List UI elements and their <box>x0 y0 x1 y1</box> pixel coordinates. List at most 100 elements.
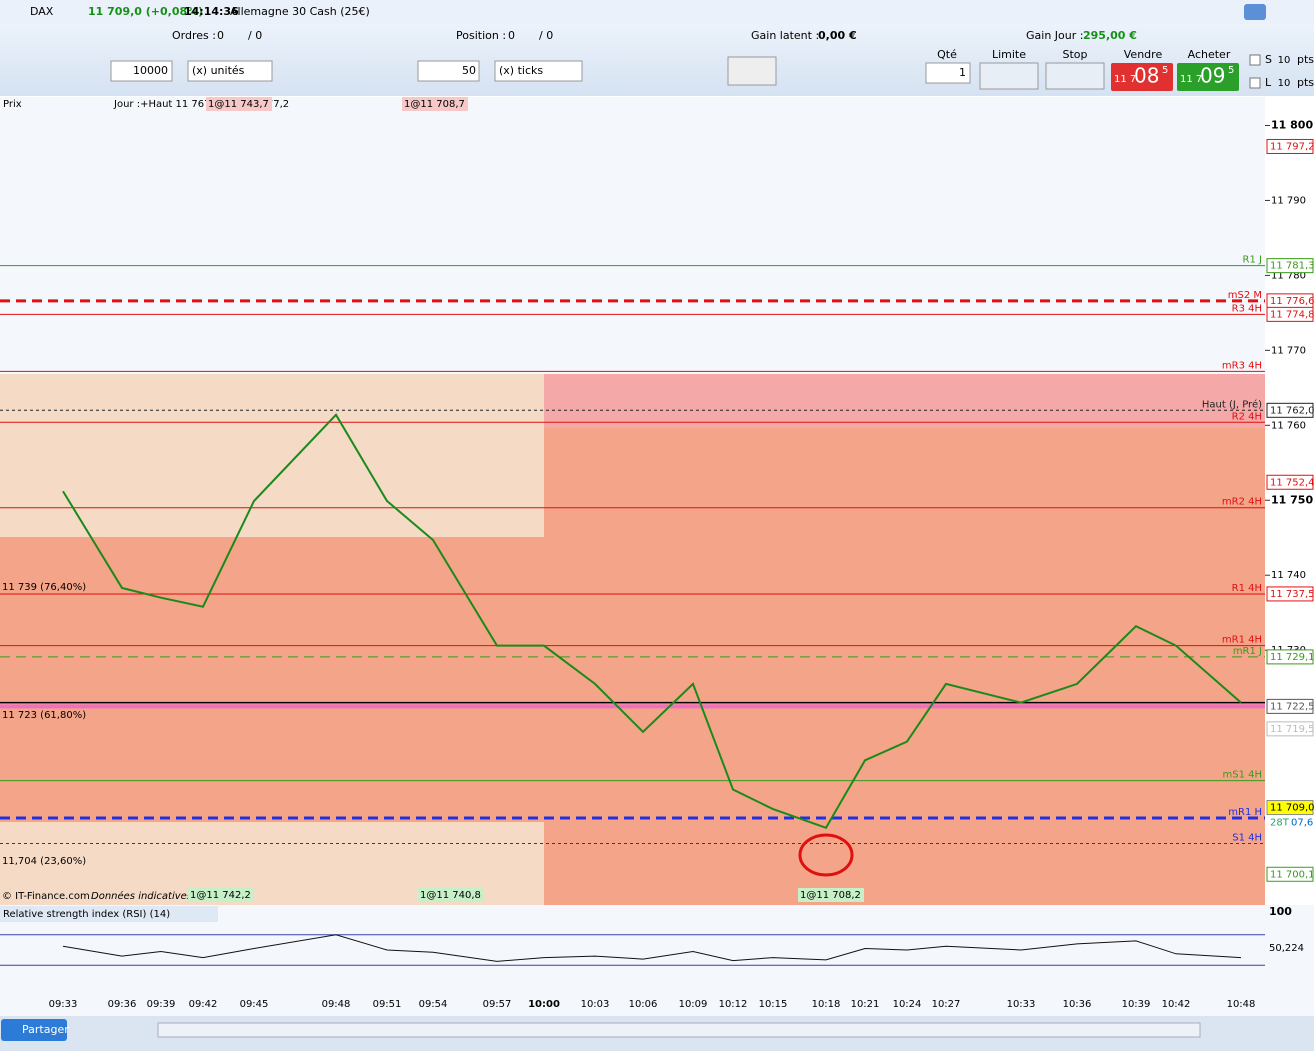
zone <box>544 428 1265 905</box>
label: Stop <box>1062 48 1087 61</box>
axis-box-label: 11 752,4 <box>1270 477 1314 488</box>
y-tick-label: 11 750 <box>1271 493 1313 506</box>
level-label: mR1 4H <box>1222 635 1262 646</box>
trade-tag: 1@11 742,2 <box>190 890 251 901</box>
dropdown-value: (x) ticks <box>499 64 543 77</box>
checkbox[interactable] <box>1249 77 1261 89</box>
orders-value: / 0 <box>248 29 262 42</box>
y-tick-label: 11 800 <box>1271 118 1313 131</box>
axis-box-label: 11 774,8 <box>1270 309 1314 320</box>
axis-box-label: 11 797,2 <box>1270 141 1314 152</box>
checkbox[interactable] <box>1249 54 1261 66</box>
x-tick-label: 09:51 <box>373 999 402 1010</box>
label: L <box>1265 76 1272 89</box>
trade-tag: 1@11 740,8 <box>420 890 481 901</box>
stop-buttons[interactable] <box>1045 62 1105 90</box>
x-tick-label: 09:48 <box>322 999 351 1010</box>
x-tick-label: 10:39 <box>1122 999 1151 1010</box>
label: Qté <box>937 48 957 61</box>
level-label: mS2 M <box>1228 290 1262 301</box>
x-tick-label: 10:27 <box>932 999 961 1010</box>
x-tick-label: 10:48 <box>1227 999 1256 1010</box>
axis-box <box>1266 402 1314 418</box>
clock: 14:14:36 <box>184 5 239 18</box>
position-value: 0 <box>508 29 515 42</box>
label: Vendre <box>1124 48 1163 61</box>
level-label: R3 4H <box>1232 303 1262 314</box>
x-tick-label: 09:39 <box>147 999 176 1010</box>
price-axis-bg <box>1265 97 1314 905</box>
instrument[interactable]: DAX <box>30 5 54 18</box>
y-tick-label: 11 760 <box>1271 420 1306 431</box>
trade-tag-bg <box>206 97 272 111</box>
input[interactable] <box>417 60 480 82</box>
buy-button[interactable] <box>1177 63 1239 91</box>
dropdown[interactable] <box>187 60 273 82</box>
gain-label: Gain Jour : <box>1026 29 1083 42</box>
axis-box <box>1266 649 1314 665</box>
dropdown[interactable] <box>494 60 583 82</box>
x-tick-label: 10:09 <box>679 999 708 1010</box>
scrollbar[interactable] <box>157 1022 1201 1038</box>
x-tick-label: 09:45 <box>240 999 269 1010</box>
orders-label: Ordres : <box>172 29 216 42</box>
x-tick-label: 09:54 <box>419 999 448 1010</box>
rsi-header <box>0 906 218 922</box>
axis-box <box>1266 698 1314 714</box>
input-value: 10 <box>1278 78 1291 89</box>
rsi-axis-label: 100 <box>1269 905 1292 918</box>
trade-tag-bg <box>402 97 468 111</box>
axis-box-label: 11 737,5 <box>1270 589 1314 600</box>
gain-value: 0,00 € <box>818 29 857 42</box>
price-main: 09 <box>1200 64 1225 88</box>
fib-label: 11 739 (76,40%) <box>2 582 86 593</box>
x-tick-label: 10:24 <box>893 999 922 1010</box>
window-button[interactable] <box>1244 4 1266 20</box>
x-tick-label: 10:36 <box>1063 999 1092 1010</box>
sub-price: 07,6 <box>1291 818 1313 829</box>
position-value: / 0 <box>539 29 553 42</box>
share-button[interactable] <box>1 1019 67 1041</box>
level-label: mR3 4H <box>1222 360 1262 371</box>
credits: Données indicatives <box>91 890 192 902</box>
x-tick-label: 10:21 <box>851 999 880 1010</box>
current-price-box <box>1266 800 1314 816</box>
level-label: mS1 4H <box>1222 770 1262 781</box>
level-label: mR2 4H <box>1222 497 1262 508</box>
label: Acheter <box>1188 48 1231 61</box>
x-tick-label: 10:03 <box>581 999 610 1010</box>
rsi-panel <box>0 905 1314 992</box>
x-tick-label: 10:06 <box>629 999 658 1010</box>
zone <box>544 374 1265 428</box>
instrument-name: Allemagne 30 Cash (25€) <box>230 5 370 18</box>
label: pts <box>1297 53 1314 66</box>
rsi-title: Relative strength index (RSI) (14) <box>3 909 170 920</box>
orders-value: 0 <box>217 29 224 42</box>
label: pts <box>1297 76 1314 89</box>
x-tick-label: 09:57 <box>483 999 512 1010</box>
day-stats: Jour :+Haut 11 767,2 Bas 11 677,2 <box>113 99 289 110</box>
position-label: Position : <box>456 29 506 42</box>
input[interactable] <box>110 60 173 82</box>
level-label: R2 4H <box>1232 411 1262 422</box>
axis-box <box>1266 258 1314 274</box>
price-prefix: 11 7 <box>1114 74 1136 85</box>
input-value: 1 <box>959 66 966 79</box>
strategy-button[interactable] <box>727 56 777 86</box>
sell-button[interactable] <box>1111 63 1173 91</box>
x-tick-label: 10:15 <box>759 999 788 1010</box>
level-label: R1 J <box>1243 255 1262 266</box>
tick-count: 28T <box>1270 818 1290 829</box>
x-tick-label: 10:33 <box>1007 999 1036 1010</box>
y-tick-label: 11 770 <box>1271 345 1306 356</box>
fib-label: 11 723 (61,80%) <box>2 710 86 721</box>
panel-label: Prix <box>3 99 22 110</box>
axis-box-label: 11 776,6 <box>1270 296 1314 307</box>
y-tick-label: 11 740 <box>1271 570 1306 581</box>
input[interactable] <box>925 62 971 84</box>
level-label: Haut (J, Pré) <box>1202 398 1262 410</box>
trade-tag-bg <box>418 888 484 902</box>
limit-buttons[interactable] <box>979 62 1039 90</box>
axis-box <box>1266 306 1314 322</box>
